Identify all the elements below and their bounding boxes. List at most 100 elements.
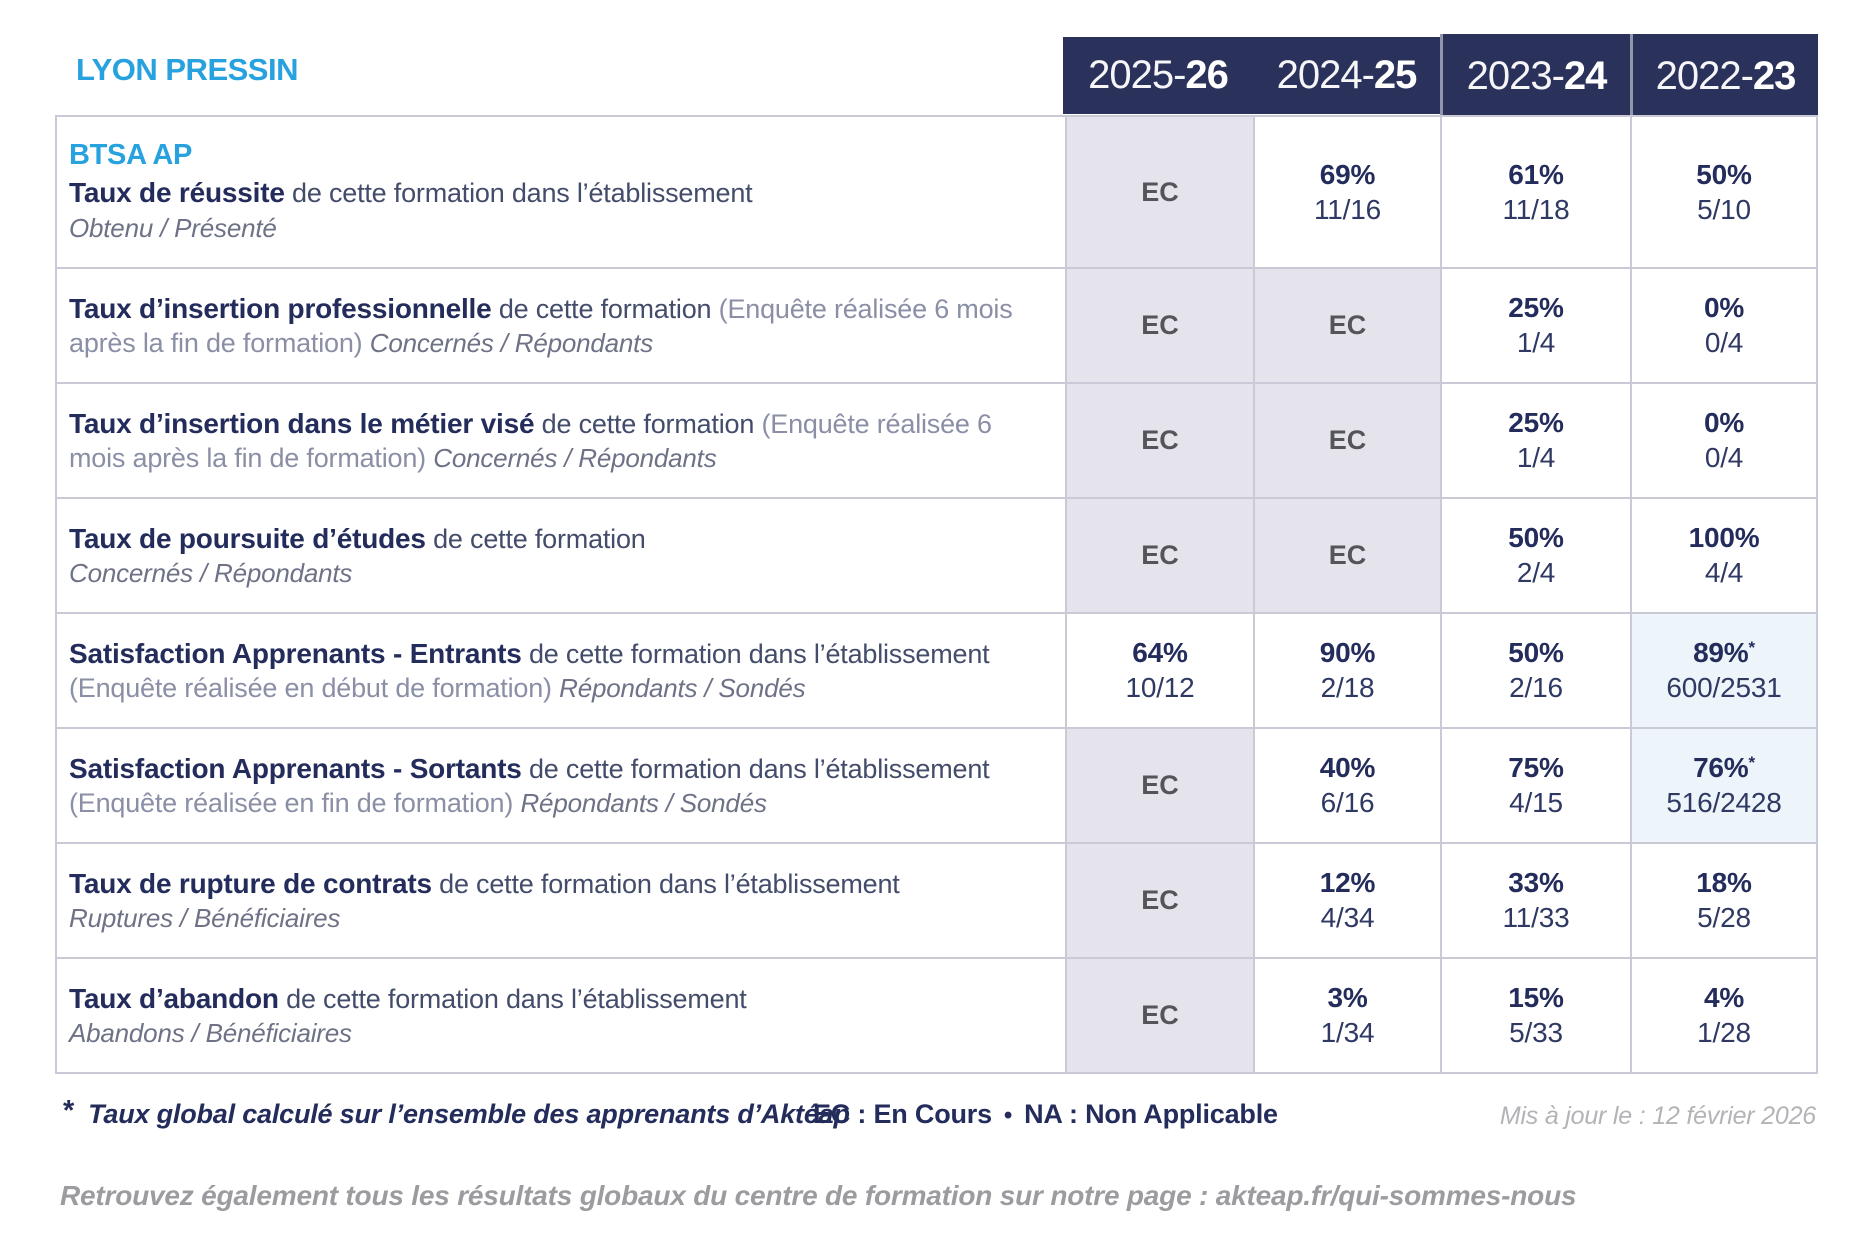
metric-italic: Abandons / Bénéficiaires (69, 1018, 352, 1049)
percent-value: 15% (1508, 982, 1564, 1013)
table-row: BTSA AP Taux de réussite de cette formati… (57, 117, 1816, 267)
value-cell: 0% 0/4 (1630, 269, 1816, 382)
ec-value: EC (1141, 1000, 1179, 1030)
fraction-value: 5/28 (1697, 902, 1751, 933)
fraction-value: 2/4 (1516, 557, 1556, 588)
value-cell: 75% 4/15 (1440, 729, 1630, 842)
metric-normal: de cette formation dans l’établissement (528, 753, 990, 784)
percent-value: 64% (1132, 637, 1188, 668)
table-row: Satisfaction Apprenants - Entrants de ce… (57, 612, 1816, 727)
percent-value: 61% (1508, 158, 1564, 190)
metric-title: Satisfaction Apprenants - Sortants (69, 752, 522, 784)
value-cell: 50% 2/16 (1440, 614, 1630, 727)
ec-value: EC (1141, 540, 1179, 570)
metric-italic: Répondants / Sondés (559, 673, 806, 704)
table-row: Satisfaction Apprenants - Sortants de ce… (57, 727, 1816, 842)
fraction-value: 6/16 (1320, 787, 1375, 818)
metric-normal: de cette formation (433, 523, 646, 554)
results-table: BTSA AP Taux de réussite de cette formati… (55, 115, 1818, 1074)
percent-value: 89%* (1693, 637, 1756, 668)
metric-title: Taux de poursuite d’études (69, 522, 426, 554)
ec-value: EC (1141, 885, 1179, 915)
metric-description: Taux de réussite de cette formation dans… (69, 175, 1031, 244)
metric-paren: (Enquête réalisée en fin de formation) (69, 788, 514, 819)
value-cell: EC (1253, 499, 1440, 612)
year-column-header: 2025- 26 (1063, 37, 1253, 114)
metric-description: Taux d’abandon de cette formation dans l… (69, 981, 1031, 1050)
ec-value: EC (1141, 176, 1179, 207)
percent-value: 90% (1319, 637, 1376, 668)
value-cell: 69% 11/16 (1253, 117, 1440, 267)
metric-description: Satisfaction Apprenants - Sortants de ce… (69, 751, 1031, 820)
global-rate-footnote: * Taux global calculé sur l’ensemble des … (63, 1095, 850, 1131)
metric-description: Taux d’insertion dans le métier visé de … (69, 406, 1031, 475)
metric-italic: Ruptures / Bénéficiaires (69, 903, 341, 934)
value-cell: 89%* 600/2531 (1630, 614, 1816, 727)
fraction-value: 1/34 (1320, 1017, 1375, 1048)
percent-value: 25% (1508, 292, 1564, 323)
metric-italic: Concernés / Répondants (433, 443, 717, 474)
value-cell: EC (1065, 269, 1253, 382)
metric-italic: Obtenu / Présenté (69, 212, 277, 243)
ec-value: EC (1141, 770, 1179, 800)
metric-normal: de cette formation (541, 408, 755, 439)
value-cell: EC (1065, 117, 1253, 267)
fraction-value: 11/33 (1502, 902, 1570, 933)
footnote-row: * Taux global calculé sur l’ensemble des … (55, 1095, 1818, 1144)
metric-italic: Concernés / Répondants (69, 558, 353, 589)
percent-value: 75% (1508, 752, 1564, 783)
value-cell: 50% 2/4 (1440, 499, 1630, 612)
row-label: Taux de poursuite d’études de cette form… (57, 499, 1065, 612)
fraction-value: 5/33 (1509, 1017, 1563, 1048)
metric-paren: (Enquête réalisée 6 mois après la fin de… (69, 293, 1013, 359)
value-cell: 4% 1/28 (1630, 959, 1816, 1072)
percent-value: 0% (1703, 292, 1745, 323)
value-cell: 40% 6/16 (1253, 729, 1440, 842)
year-column-header: 2023- 24 (1440, 34, 1630, 118)
asterisk-marker: * (1748, 638, 1756, 657)
percent-value: 0% (1703, 407, 1745, 438)
percent-value: 100% (1688, 522, 1760, 553)
fraction-value: 2/16 (1509, 672, 1563, 703)
asterisk-marker: * (63, 1095, 75, 1127)
fraction-value: 4/34 (1320, 902, 1375, 933)
metric-title: Taux de rupture de contrats (69, 867, 432, 899)
percent-value: 4% (1703, 982, 1745, 1013)
row-label: Taux d’abandon de cette formation dans l… (57, 959, 1065, 1072)
percent-value: 40% (1319, 752, 1376, 783)
value-cell: 12% 4/34 (1253, 844, 1440, 957)
year-start: 2025- (1088, 53, 1186, 97)
value-cell: 61% 11/18 (1440, 117, 1630, 267)
table-row: Taux d’insertion dans le métier visé de … (57, 382, 1816, 497)
year-start: 2023- (1466, 53, 1565, 98)
ec-value: EC (1141, 310, 1179, 340)
metric-description: Taux de poursuite d’études de cette form… (69, 521, 1031, 590)
metric-italic: Concernés / Répondants (369, 328, 653, 359)
table-row: Taux d’insertion professionnelle de cett… (57, 267, 1816, 382)
metric-normal: de cette formation (498, 293, 712, 324)
value-cell: 0% 0/4 (1630, 384, 1816, 497)
metric-normal: de cette formation dans l’établissement (439, 868, 900, 899)
percent-value: 50% (1508, 637, 1564, 668)
fraction-value: 4/4 (1704, 557, 1744, 588)
metric-normal: de cette formation dans l’établissement (286, 983, 747, 1014)
year-end: 24 (1563, 53, 1607, 98)
legend-na: NA : Non Applicable (1024, 1099, 1278, 1129)
fraction-value: 1/4 (1516, 327, 1556, 358)
value-cell: 64% 10/12 (1065, 614, 1253, 727)
updated-date: Mis à jour le : 12 février 2026 (1499, 1102, 1816, 1130)
metric-italic: Répondants / Sondés (520, 788, 767, 819)
table-row: Taux d’abandon de cette formation dans l… (57, 957, 1816, 1072)
value-cell: EC (1065, 729, 1253, 842)
row-label: Satisfaction Apprenants - Entrants de ce… (57, 614, 1065, 727)
year-column-header: 2022- 23 (1630, 34, 1818, 118)
percent-value: 18% (1696, 867, 1752, 898)
metric-paren: (Enquête réalisée en début de formation) (69, 673, 552, 704)
value-cell: 25% 1/4 (1440, 384, 1630, 497)
metric-description: Taux de rupture de contrats de cette for… (69, 866, 1031, 935)
value-cell: 100% 4/4 (1630, 499, 1816, 612)
value-cell: EC (1065, 959, 1253, 1072)
percent-value: 33% (1508, 867, 1564, 898)
metric-title: Taux d’insertion professionnelle (69, 292, 492, 324)
value-cell: 33% 11/33 (1440, 844, 1630, 957)
